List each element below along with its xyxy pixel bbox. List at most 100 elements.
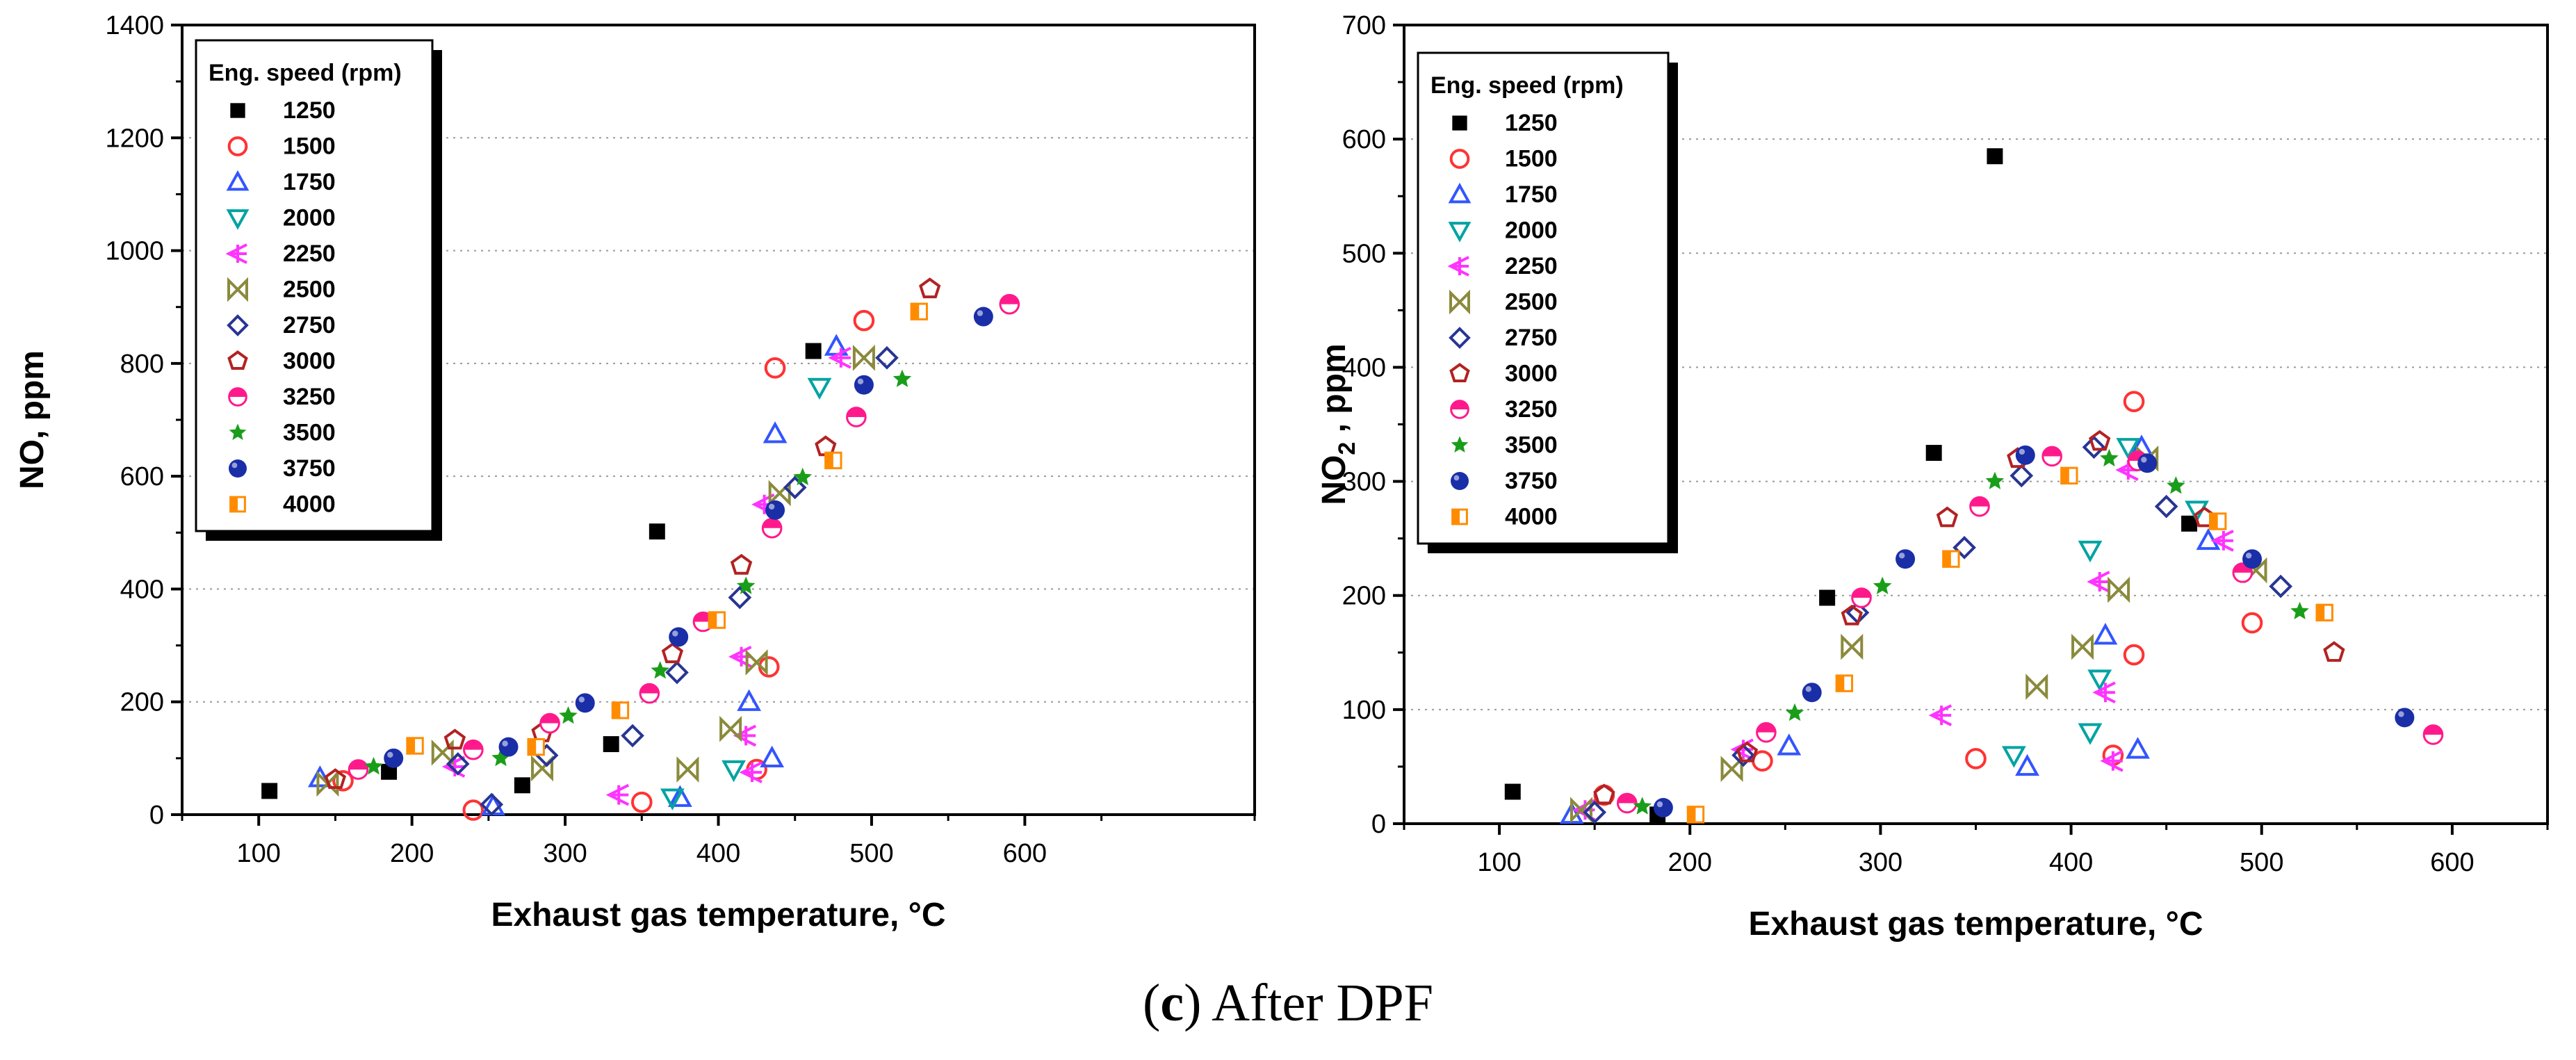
chart-2-legend-marker-2750 (1449, 327, 1471, 349)
chart-1: 100 200 300 400 500 600 0 200 400 600 800 1000 1200 1… (14, 11, 1256, 933)
chart-1-point-1750 (667, 785, 692, 807)
chart-2-y-tick-label: 400 (1342, 353, 1386, 382)
chart-2-point-2250 (2100, 749, 2123, 772)
chart-1-point-2750 (783, 475, 807, 500)
chart-1-point-4000 (527, 737, 545, 756)
chart-2-point-1750 (2093, 623, 2118, 645)
chart-2-point-3250 (1616, 792, 1638, 814)
chart-1-legend-marker-3750 (229, 459, 247, 478)
chart-2-legend-marker-4000 (1451, 508, 1468, 525)
chart-2-x-tick-label: 200 (1668, 848, 1712, 877)
chart-2-legend-marker-3000 (1449, 363, 1470, 382)
chart-1-legend-marker-2500 (227, 277, 248, 302)
chart-2-legend-label-1250: 1250 (1505, 110, 1558, 136)
chart-1-legend-label-2750: 2750 (283, 312, 336, 339)
chart-1-x-tick-label: 500 (849, 839, 893, 868)
chart-2-legend-label-2500: 2500 (1505, 289, 1558, 316)
chart-1-point-4000 (406, 737, 424, 755)
chart-2-series-2750 (1583, 435, 2292, 824)
chart-1-y-tick-label: 600 (120, 462, 164, 491)
chart-2-point-1250 (2181, 515, 2198, 532)
chart-1-point-1250 (649, 523, 665, 540)
chart-1-point-3750 (498, 737, 519, 757)
chart-1-point-4000 (824, 451, 842, 470)
figure-caption: (c) After DPF (1143, 974, 1433, 1032)
chart-2-y-axis-label: NO2 , ppm (1316, 343, 1360, 505)
chart-2-point-1500 (2241, 612, 2263, 634)
chart-2-point-4000 (1686, 806, 1705, 824)
chart-2-point-2750 (2010, 464, 2034, 488)
chart-2-point-3250 (1851, 587, 1872, 608)
chart-1-point-2000 (807, 377, 832, 400)
chart-1-x-tick-label: 300 (543, 839, 587, 868)
chart-1-series-3250 (348, 293, 1020, 780)
chart-2-point-2750 (1583, 800, 1606, 824)
chart-1-y-tick-label: 800 (120, 350, 164, 379)
chart-2-point-2000 (2078, 723, 2103, 745)
chart-2-point-3750 (1653, 798, 1673, 818)
chart-2-point-1250 (1504, 783, 1521, 800)
chart-2-point-2750 (1731, 743, 1755, 767)
chart-2-legend (1417, 51, 1670, 545)
chart-1-point-3500 (491, 748, 510, 767)
chart-2-point-2500 (2025, 674, 2048, 700)
chart-1-point-3500 (793, 467, 813, 486)
chart-1-point-3250 (761, 517, 783, 539)
chart-1-point-1500 (332, 770, 354, 792)
chart-2-point-2000 (2001, 746, 2026, 768)
chart-1-point-2500 (431, 739, 454, 766)
chart-2-point-3250 (2232, 562, 2253, 583)
chart-1-point-3250 (846, 407, 867, 427)
chart-2-legend-marker-2250 (1447, 256, 1469, 277)
chart-2-legend-label-1500: 1500 (1505, 146, 1558, 172)
chart-2-y-tick-label: 200 (1342, 582, 1386, 611)
chart-1-point-3000 (730, 553, 753, 575)
caption-text: After DPF (1201, 974, 1433, 1032)
chart-2-point-3750 (1896, 549, 1916, 569)
chart-1-point-3250 (463, 739, 484, 760)
chart-2-point-3000 (2089, 430, 2111, 451)
chart-1-point-3000 (919, 277, 941, 299)
chart-2-legend-label-3000: 3000 (1505, 361, 1558, 387)
chart-1-point-3000 (324, 768, 347, 789)
chart-2-point-1500 (1965, 748, 1987, 769)
chart-2-legend-marker-1250 (1452, 115, 1467, 131)
chart-1-legend-marker-3250 (228, 387, 247, 407)
chart-1-legend-marker-4000 (229, 496, 246, 513)
chart-1-point-1750 (737, 689, 761, 711)
chart-2-point-2000 (2087, 669, 2112, 692)
chart-2-point-3000 (1841, 604, 1863, 626)
chart-2-point-1500 (2123, 391, 2145, 412)
chart-1-legend-marker-2000 (226, 209, 250, 230)
chart-2-x-tick-label: 300 (1859, 848, 1902, 877)
chart-2-point-1750 (2126, 737, 2150, 759)
chart-2-series-3500 (1633, 448, 2309, 815)
chart-2-x-tick-label: 100 (1477, 848, 1521, 877)
chart-1-point-1250 (805, 343, 822, 359)
chart-1-point-3750 (854, 375, 874, 395)
chart-1-point-4000 (611, 701, 630, 719)
chart-1-legend-label-3750: 3750 (283, 455, 336, 482)
chart-2-series-3000 (1593, 430, 2345, 805)
chart-1-y-tick-label: 1400 (105, 11, 164, 40)
chart-2-legend-label-1750: 1750 (1505, 181, 1558, 208)
chart-1-x-tick-label: 600 (1003, 839, 1047, 868)
chart-2-legend-label-4000: 4000 (1505, 504, 1558, 530)
chart-1-series-4000 (406, 302, 928, 756)
chart-2-point-3750 (2395, 708, 2415, 728)
chart-1-series-2750 (446, 345, 899, 817)
chart-1-series-3750 (384, 307, 993, 768)
chart-2-point-3500 (1873, 576, 1892, 594)
chart-1-point-3750 (765, 500, 785, 520)
chart-2-legend-marker-2500 (1449, 289, 1470, 315)
chart-2-point-3250 (2041, 446, 2062, 467)
chart-1-y-tick-label: 1200 (105, 124, 164, 153)
chart-2-x-tick-label: 600 (2430, 848, 2474, 877)
chart-1-point-3250 (999, 293, 1020, 315)
chart-2-point-3500 (2167, 476, 2185, 494)
chart-2-point-2000 (2078, 540, 2103, 563)
chart-1-legend-label-1500: 1500 (283, 133, 336, 160)
chart-1-point-1250 (514, 777, 530, 794)
chart-2-point-2250 (2210, 530, 2234, 552)
chart-2-legend-label-2000: 2000 (1505, 218, 1558, 244)
